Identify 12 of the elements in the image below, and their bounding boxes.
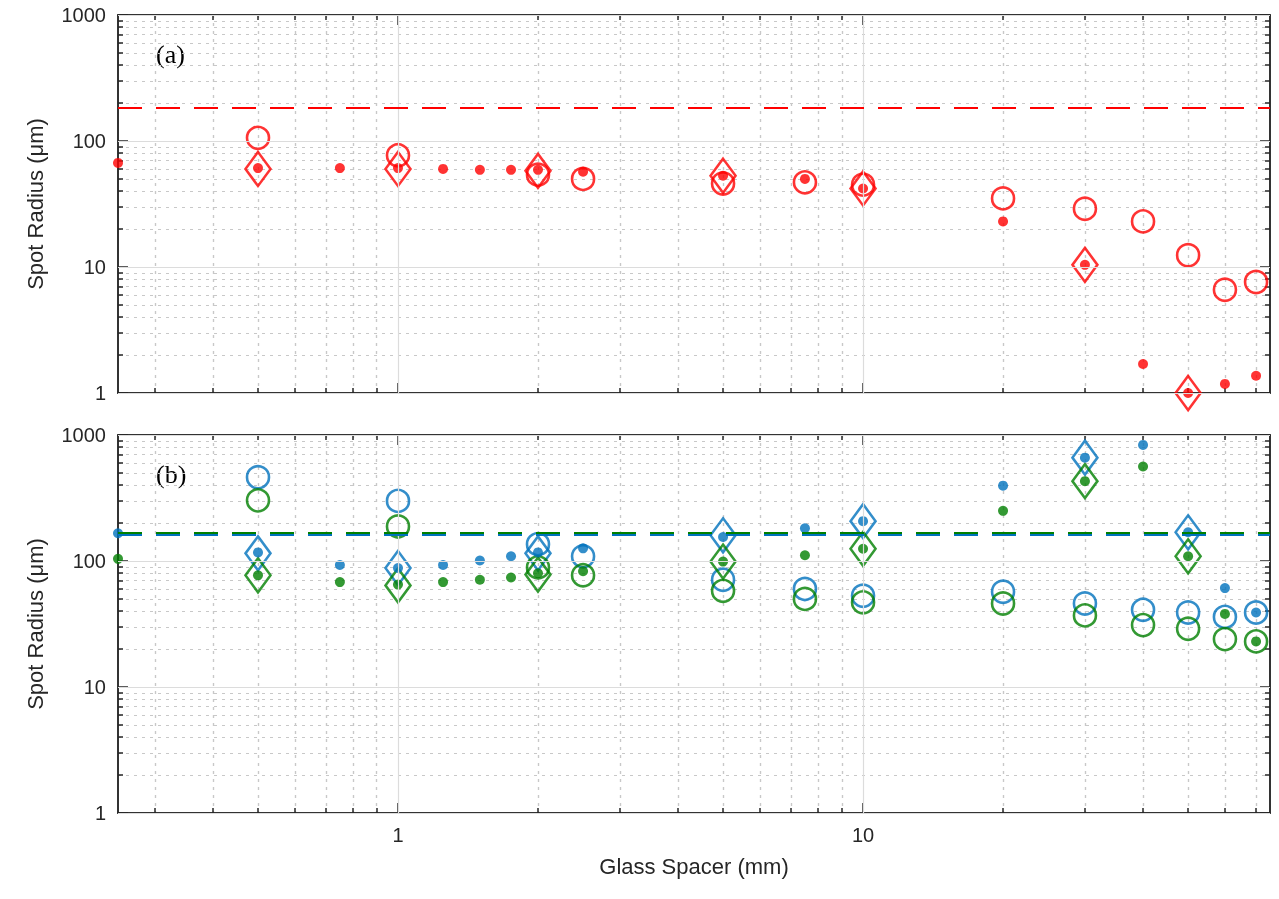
annotation: (a): [156, 39, 185, 69]
y-tick-label: 1: [94, 382, 106, 404]
y-tick-label: 10: [83, 256, 106, 278]
y-tick-label: 1000: [61, 424, 106, 446]
y-tick-label: 100: [72, 550, 106, 572]
x-axis-title: Glass Spacer (mm): [599, 853, 789, 879]
y-tick-label: 1: [94, 802, 106, 824]
y-tick-label: 100: [72, 130, 106, 152]
y-tick-label: 10: [83, 676, 106, 698]
y-axis-title: Spot Radius (μm): [22, 118, 48, 290]
y-tick-label: 1000: [61, 4, 106, 26]
y-axis-title: Spot Radius (μm): [22, 538, 48, 710]
